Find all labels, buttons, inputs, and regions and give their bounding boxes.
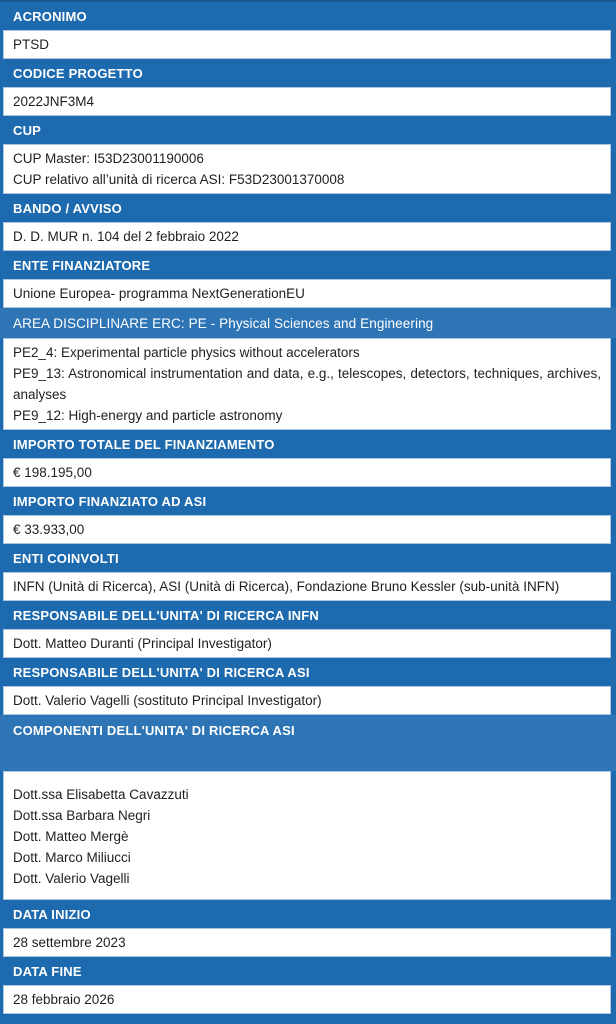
team-member: Dott. Marco Miliucci xyxy=(13,850,131,865)
section-value-enti-coinvolti: INFN (Unità di Ricerca), ASI (Unità di R… xyxy=(3,572,611,601)
section-value-ente-finanziatore: Unione Europea- programma NextGeneration… xyxy=(3,279,611,308)
section-value-importo-asi: € 33.933,00 xyxy=(3,515,611,544)
field-value: CUP relativo all’unità di ricerca ASI: F… xyxy=(13,172,345,187)
field-value: PTSD xyxy=(13,37,50,52)
section-header-importo-asi: IMPORTO FINANZIATO AD ASI xyxy=(0,487,616,515)
field-value: PE2_4: Experimental particle physics wit… xyxy=(13,345,360,360)
section-value-codice-progetto: 2022JNF3M4 xyxy=(3,87,611,116)
section-header-responsabile-infn: RESPONSABILE DELL'UNITA' DI RICERCA INFN xyxy=(0,601,616,629)
section-value-responsabile-infn: Dott. Matteo Duranti (Principal Investig… xyxy=(3,629,611,658)
field-value: € 33.933,00 xyxy=(13,522,85,537)
field-value: CUP Master: I53D23001190006 xyxy=(13,151,204,166)
field-value: 2022JNF3M4 xyxy=(13,94,95,109)
section-value-responsabile-asi: Dott. Valerio Vagelli (sostituto Princip… xyxy=(3,686,611,715)
team-member: Dott. Matteo Mergè xyxy=(13,829,129,844)
field-value: Unione Europea- programma NextGeneration… xyxy=(13,286,305,301)
team-member: Dott.ssa Elisabetta Cavazzuti xyxy=(13,787,189,802)
field-value: 28 settembre 2023 xyxy=(13,935,126,950)
section-header-acronimo: ACRONIMO xyxy=(0,2,616,30)
section-header-ente-finanziatore: ENTE FINANZIATORE xyxy=(0,251,616,279)
field-value: € 198.195,00 xyxy=(13,465,92,480)
section-header-data-inizio: DATA INIZIO xyxy=(0,900,616,928)
section-header-bando-avviso: BANDO / AVVISO xyxy=(0,194,616,222)
section-value-area-disciplinare: PE2_4: Experimental particle physics wit… xyxy=(3,338,611,430)
field-value: D. D. MUR n. 104 del 2 febbraio 2022 xyxy=(13,229,239,244)
section-header-area-disciplinare: AREA DISCIPLINARE ERC: PE - Physical Sci… xyxy=(0,308,616,338)
section-header-cup: CUP xyxy=(0,116,616,144)
section-header-importo-totale: IMPORTO TOTALE DEL FINANZIAMENTO xyxy=(0,430,616,458)
section-value-bando-avviso: D. D. MUR n. 104 del 2 febbraio 2022 xyxy=(3,222,611,251)
field-value: PE9_13: Astronomical instrumentation and… xyxy=(13,366,601,402)
team-member: Dott. Valerio Vagelli xyxy=(13,871,130,886)
field-value: 28 febbraio 2026 xyxy=(13,992,115,1007)
section-header-enti-coinvolti: ENTI COINVOLTI xyxy=(0,544,616,572)
field-value: Dott. Matteo Duranti (Principal Investig… xyxy=(13,636,272,651)
field-value: INFN (Unità di Ricerca), ASI (Unità di R… xyxy=(13,579,560,594)
section-value-acronimo: PTSD xyxy=(3,30,611,59)
team-member: Dott.ssa Barbara Negri xyxy=(13,808,151,823)
section-header-componenti-asi: COMPONENTI DELL'UNITA' DI RICERCA ASI xyxy=(0,715,616,771)
field-value: PE9_12: High-energy and particle astrono… xyxy=(13,408,283,423)
section-header-codice-progetto: CODICE PROGETTO xyxy=(0,59,616,87)
next-section-cut-off-band xyxy=(0,1014,616,1024)
field-value: Dott. Valerio Vagelli (sostituto Princip… xyxy=(13,693,322,708)
section-value-cup: CUP Master: I53D23001190006 CUP relativo… xyxy=(3,144,611,194)
section-value-componenti-asi: Dott.ssa Elisabetta Cavazzuti Dott.ssa B… xyxy=(3,771,611,900)
section-value-importo-totale: € 198.195,00 xyxy=(3,458,611,487)
section-value-data-inizio: 28 settembre 2023 xyxy=(3,928,611,957)
section-header-data-fine: DATA FINE xyxy=(0,957,616,985)
section-header-responsabile-asi: RESPONSABILE DELL'UNITA' DI RICERCA ASI xyxy=(0,658,616,686)
section-value-data-fine: 28 febbraio 2026 xyxy=(3,985,611,1014)
